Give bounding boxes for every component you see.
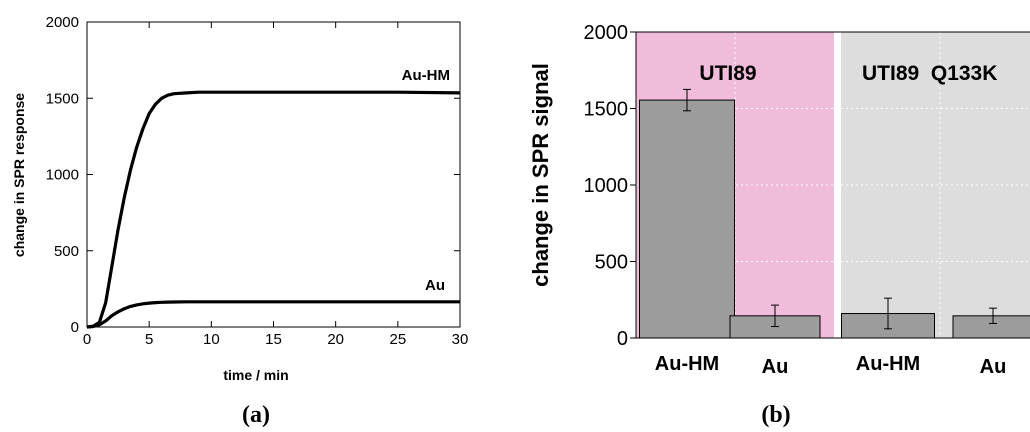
panel-a-series-line-au: [86, 300, 460, 329]
panel-b-category-label: Au-HM: [856, 353, 920, 375]
panel-a-y-tick-label: 500: [54, 243, 79, 260]
panel-a-series-line-au-hm: [86, 90, 461, 329]
panel-b-bar-chart: Au-HM Au Au-HM Au 0 500 1000 1500 2000 UTI89 UT…: [528, 22, 1030, 428]
panel-a-x-tick-label: 20: [327, 331, 344, 348]
panel-a-x-tick-label: 25: [389, 331, 406, 348]
panel-a-x-tick-label: 5: [145, 331, 153, 348]
panel-a-y-tick-label: 2000: [46, 14, 79, 31]
panel-b-ticks: 0 500 1000 1500 2000: [584, 22, 636, 350]
panel-a-x-axis-label: time / min: [223, 367, 288, 383]
panel-b-caption: (b): [761, 402, 790, 428]
panel-b-category-label: Au: [980, 356, 1007, 378]
panel-b-category-label: Au-HM: [655, 353, 719, 375]
panel-b-group-label-uti89: UTI89: [699, 62, 756, 85]
panel-b-bar: [639, 99, 735, 339]
panel-b-y-tick-label: 0: [617, 328, 628, 350]
panel-a-y-tick-label: 1500: [46, 90, 79, 107]
panel-b-y-tick-label: 2000: [584, 22, 629, 44]
panel-a-y-axis-label: change in SPR response: [11, 93, 27, 257]
panel-a-series: [86, 90, 461, 329]
panel-a-y-tick-label: 1000: [46, 167, 79, 184]
panel-a-x-tick-label: 0: [83, 331, 91, 348]
panel-b-group-label-q133k: UTI89 Q133K: [862, 62, 997, 85]
panel-a-x-tick-label: 15: [265, 331, 282, 348]
panel-b-bars: Au-HM Au Au-HM Au: [639, 88, 1030, 378]
panel-a-series-label-au: Au: [425, 277, 445, 294]
panel-b-bar: [952, 315, 1030, 339]
panel-a-caption: (a): [242, 402, 270, 428]
panel-b-category-label: Au: [762, 356, 789, 378]
panel-a-y-tick-label: 0: [71, 319, 79, 336]
panel-b-y-tick-label: 500: [595, 252, 628, 274]
panel-b-y-tick-label: 1500: [584, 99, 629, 121]
panel-a-series-label-au-hm: Au-HM: [402, 67, 450, 84]
panel-a-line-chart: 0 5 10 15 20 25 30 0 500 1000 1500 2000 Au-HM Au ti…: [11, 14, 468, 428]
panel-b-y-tick-label: 1000: [584, 175, 629, 197]
panel-b-y-axis-label: change in SPR signal: [528, 63, 553, 287]
panel-a-ticks: 0 5 10 15 20 25 30 0 500 1000 1500 2000: [46, 14, 469, 348]
panel-a-x-tick-label: 30: [452, 331, 469, 348]
panel-a-x-tick-label: 10: [203, 331, 220, 348]
